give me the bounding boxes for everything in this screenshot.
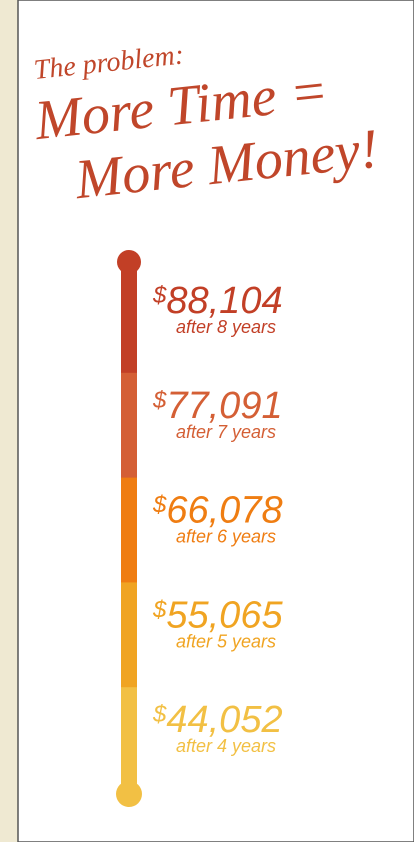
amount-value: 77,091 — [166, 385, 282, 427]
amount: $55,065 — [152, 594, 283, 636]
amount-label: after 4 years — [176, 736, 276, 756]
amount-label: after 5 years — [176, 631, 276, 651]
amount-label: after 7 years — [176, 422, 276, 442]
thermo-segment — [121, 687, 137, 793]
amount-value: 55,065 — [166, 594, 283, 636]
thermo-segment — [121, 582, 137, 688]
panel — [17, 0, 414, 842]
currency: $ — [152, 492, 167, 519]
amount-value: 88,104 — [166, 280, 282, 322]
amount: $44,052 — [152, 699, 283, 741]
currency: $ — [152, 596, 167, 623]
thermo-segment — [121, 477, 137, 583]
thermo-top — [117, 250, 141, 274]
thermo-segment — [121, 372, 137, 479]
currency: $ — [152, 387, 167, 414]
currency: $ — [152, 701, 167, 728]
amount-label: after 8 years — [176, 317, 276, 337]
amount: $66,078 — [152, 490, 283, 532]
amount-value: 44,052 — [166, 699, 282, 741]
amount: $77,091 — [152, 385, 283, 427]
currency: $ — [152, 282, 167, 309]
amount: $88,104 — [152, 280, 283, 322]
amount-label: after 6 years — [176, 527, 276, 547]
thermo-bulb — [116, 781, 142, 807]
thermo-segment — [121, 268, 137, 374]
amount-value: 66,078 — [166, 490, 282, 532]
